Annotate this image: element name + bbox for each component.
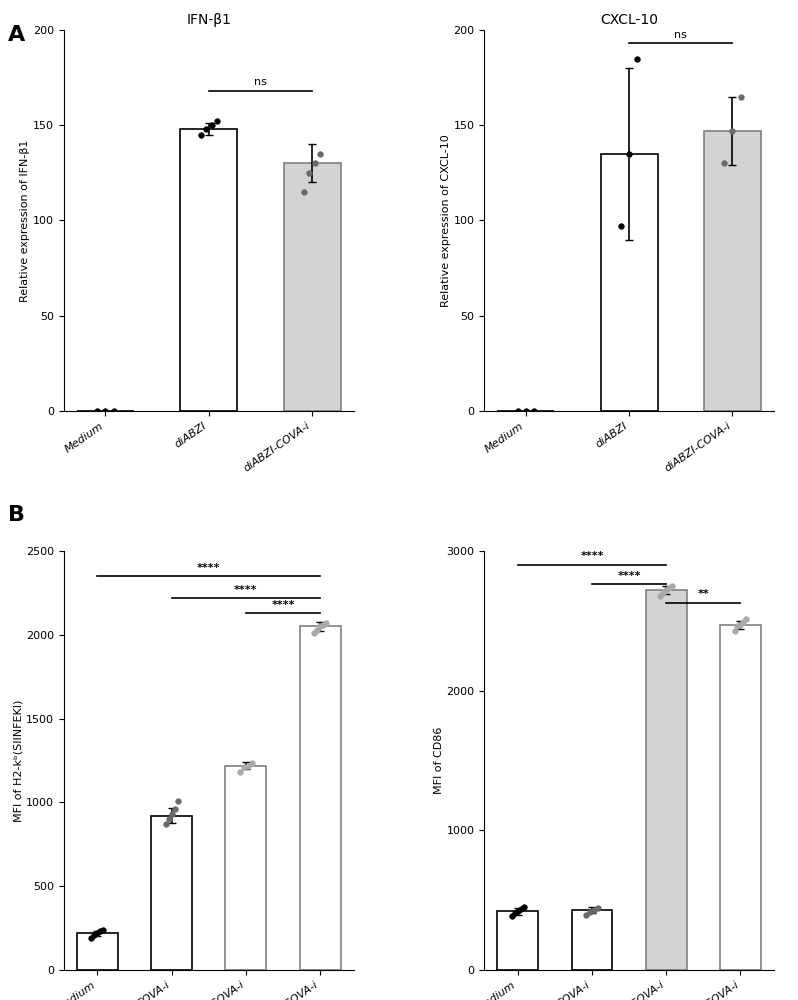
Bar xyxy=(226,766,267,970)
Point xyxy=(99,403,112,419)
Text: ****: **** xyxy=(197,563,220,573)
Y-axis label: MFI of H2-kᵇ(SIINFEKI): MFI of H2-kᵇ(SIINFEKI) xyxy=(14,699,23,822)
Point xyxy=(515,901,527,917)
Y-axis label: Relative expression of CXCL-10: Relative expression of CXCL-10 xyxy=(440,134,451,307)
Point xyxy=(309,155,322,171)
Point xyxy=(246,755,259,771)
Point xyxy=(298,184,310,200)
Bar xyxy=(497,911,538,970)
Point xyxy=(91,403,104,419)
Point xyxy=(88,927,101,943)
Title: IFN-β1: IFN-β1 xyxy=(187,13,231,27)
Point xyxy=(591,900,604,916)
Y-axis label: Relative expression of IFN-β1: Relative expression of IFN-β1 xyxy=(20,139,30,302)
Point xyxy=(614,218,627,234)
Point xyxy=(654,588,666,604)
Bar xyxy=(300,626,341,970)
Bar xyxy=(720,625,760,970)
Point xyxy=(303,165,316,181)
Point xyxy=(587,902,600,918)
Point xyxy=(234,764,247,780)
Point xyxy=(314,618,326,634)
Point xyxy=(737,614,750,630)
Bar xyxy=(646,590,686,970)
Point xyxy=(728,623,741,639)
Point xyxy=(583,904,596,920)
Point xyxy=(718,155,731,171)
Y-axis label: MFI of CD86: MFI of CD86 xyxy=(433,727,444,794)
Point xyxy=(527,403,540,419)
Bar xyxy=(180,129,237,411)
Point xyxy=(310,622,323,638)
Text: **: ** xyxy=(697,589,709,599)
Point xyxy=(194,127,207,143)
Point xyxy=(505,908,518,924)
Point xyxy=(508,905,521,921)
Point xyxy=(165,806,178,822)
Point xyxy=(517,899,530,915)
Point xyxy=(211,113,223,129)
Point xyxy=(168,801,181,817)
Point xyxy=(731,618,744,634)
Point xyxy=(740,611,753,627)
Text: ns: ns xyxy=(254,77,267,87)
Point xyxy=(726,123,739,139)
Point xyxy=(308,625,321,641)
Point xyxy=(512,403,524,419)
Bar xyxy=(704,131,760,411)
Title: CXCL-10: CXCL-10 xyxy=(600,13,658,27)
Point xyxy=(160,816,172,832)
Bar xyxy=(601,154,658,411)
Point xyxy=(162,811,175,827)
Bar xyxy=(152,816,192,970)
Point xyxy=(172,793,184,809)
Point xyxy=(107,403,120,419)
Point xyxy=(622,146,635,162)
Point xyxy=(631,51,644,67)
Point xyxy=(238,759,251,775)
Point xyxy=(660,582,673,598)
Point xyxy=(85,930,98,946)
Point xyxy=(97,922,110,938)
Point xyxy=(657,585,670,601)
Point xyxy=(512,903,524,919)
Point xyxy=(519,403,532,419)
Point xyxy=(314,146,326,162)
Point xyxy=(317,617,330,633)
Bar xyxy=(284,163,341,411)
Bar xyxy=(77,933,118,970)
Text: ns: ns xyxy=(674,30,687,40)
Text: A: A xyxy=(8,25,26,45)
Point xyxy=(734,617,747,633)
Point xyxy=(734,89,747,105)
Bar xyxy=(571,910,612,970)
Point xyxy=(579,907,592,923)
Point xyxy=(205,117,218,133)
Text: ****: **** xyxy=(580,551,604,561)
Point xyxy=(666,578,678,594)
Text: B: B xyxy=(8,505,25,525)
Point xyxy=(242,758,255,774)
Text: ****: **** xyxy=(271,600,294,610)
Point xyxy=(200,121,212,137)
Text: ****: **** xyxy=(618,571,641,581)
Point xyxy=(91,925,104,941)
Text: ****: **** xyxy=(234,585,258,595)
Point xyxy=(94,923,107,939)
Point xyxy=(663,580,676,596)
Point xyxy=(320,615,333,631)
